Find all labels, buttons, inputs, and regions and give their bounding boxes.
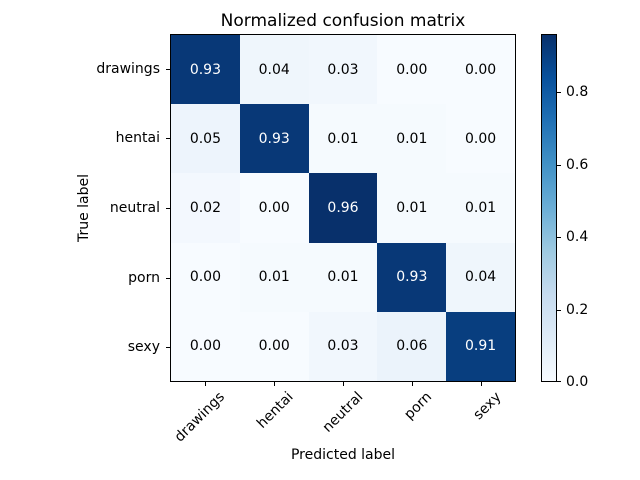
x-tick [204,382,206,386]
heatmap-cell: 0.93 [171,35,240,105]
x-tick-label: neutral [319,389,367,436]
x-tick-label: hentai [254,389,298,432]
x-tick-label: drawings [171,389,228,446]
heatmap-cell: 0.00 [446,104,515,174]
heatmap-cell: 0.01 [239,242,309,312]
colorbar-tick [557,309,561,311]
heatmap-cell: 0.01 [308,242,378,312]
x-tick-label: porn [401,389,436,423]
heatmap-cell: 0.04 [446,242,515,312]
heatmap-cell: 0.93 [377,242,447,312]
colorbar-tick-label: 0.6 [566,156,589,173]
heatmap-cell: 0.00 [377,35,447,105]
heatmap-cell: 0.00 [239,173,309,243]
y-tick-label: drawings [96,60,160,77]
y-tick-label: hentai [115,130,160,147]
colorbar-tick-label: 0.2 [566,301,589,318]
colorbar-tick [557,381,561,382]
y-tick-label: neutral [109,200,160,216]
x-tick [343,382,344,386]
colorbar-tick [557,237,561,238]
heatmap-cell: 0.01 [377,173,447,243]
heatmap-cell: 0.01 [308,104,378,174]
x-tick [412,382,414,386]
y-tick [166,68,170,70]
heatmap-cell: 0.93 [239,104,309,174]
colorbar-tick-label: 0.0 [566,374,589,390]
heatmap-cell: 0.96 [308,173,378,243]
heatmap-cell: 0.00 [171,242,240,312]
colorbar-tick [557,164,561,166]
colorbar-tick-label: 0.4 [566,229,589,245]
colorbar-tick-label: 0.8 [566,84,589,100]
colorbar-tick [557,92,561,93]
heatmap-cell: 0.01 [446,173,515,243]
colorbar [541,34,557,382]
heatmap-cell: 0.03 [308,35,378,105]
heatmap-cell: 0.00 [171,311,240,381]
x-tick-label: sexy [470,389,505,424]
heatmap-cell: 0.91 [446,311,515,381]
x-axis-label: Predicted label [290,447,396,463]
heatmap-cell: 0.06 [377,311,447,381]
heatmap-cell: 0.03 [308,311,378,381]
y-tick [166,347,170,349]
heatmap-grid: 0.93 0.04 0.03 0.00 0.00 0.05 0.93 0.01 0.01 0.00… [170,34,516,382]
x-tick [481,382,483,386]
chart-title: Normalized confusion matrix [220,11,466,31]
y-tick [166,138,170,140]
y-axis-label: True label [76,173,92,243]
y-tick [166,277,170,279]
heatmap-cell: 0.05 [171,104,240,174]
heatmap-cell: 0.00 [446,35,515,105]
y-tick [166,208,170,209]
heatmap-cell: 0.01 [377,104,447,174]
heatmap-cell: 0.02 [171,173,240,243]
y-tick-label: porn [128,269,160,286]
heatmap-cell: 0.00 [239,311,309,381]
heatmap-cell: 0.04 [239,35,309,105]
y-tick-label: sexy [127,339,160,356]
x-tick [273,382,275,386]
